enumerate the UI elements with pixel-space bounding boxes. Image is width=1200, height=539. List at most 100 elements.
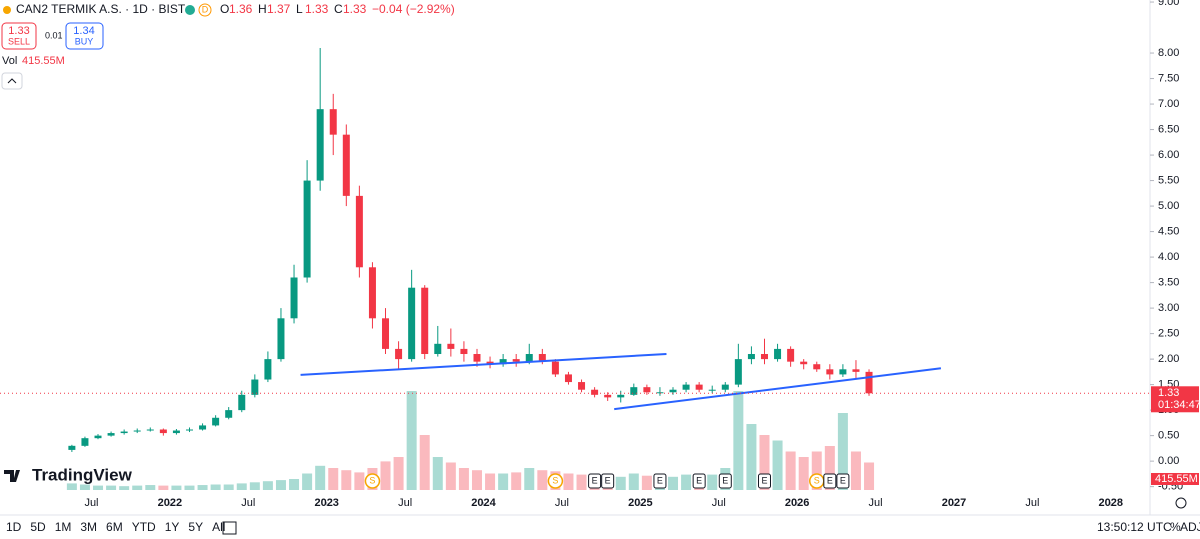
range-button[interactable]: 1M xyxy=(55,520,72,534)
candle-body xyxy=(486,361,494,365)
y-tick-label: 6.50 xyxy=(1158,123,1179,135)
logo-mark xyxy=(4,470,20,482)
volume-bar xyxy=(419,435,430,490)
volume-bar xyxy=(615,476,626,490)
y-tick-label: 9.00 xyxy=(1158,0,1179,8)
candle-body xyxy=(564,374,572,383)
volume-bar xyxy=(707,474,718,490)
adj-toggle[interactable]: ADJ xyxy=(1180,520,1200,534)
volume-bar xyxy=(772,440,783,490)
volume-bar xyxy=(811,451,822,490)
status-dot xyxy=(185,5,195,15)
range-button[interactable]: 1Y xyxy=(165,520,180,534)
ohlc-value: 1.37 xyxy=(267,2,291,16)
candle-body xyxy=(473,354,481,362)
x-tick-label: Jul xyxy=(398,497,412,509)
range-button[interactable]: YTD xyxy=(132,520,156,534)
candle-body xyxy=(329,109,337,135)
settings-icon[interactable] xyxy=(1175,497,1187,509)
event-label[interactable]: E xyxy=(827,475,833,485)
sell-button[interactable] xyxy=(1,22,37,50)
volume-bar xyxy=(328,468,339,490)
candle-body xyxy=(499,359,507,365)
candle-body xyxy=(813,364,821,370)
earnings-event[interactable] xyxy=(692,473,706,489)
delay-badge xyxy=(198,3,212,17)
x-tick-label: 2022 xyxy=(158,497,182,509)
buy-button[interactable] xyxy=(65,22,104,50)
collapse-icon xyxy=(7,78,17,84)
volume-bar xyxy=(785,451,796,490)
sell-price[interactable]: 1.33 xyxy=(8,25,29,37)
volume-bar xyxy=(289,479,300,490)
candle-body xyxy=(382,318,390,349)
volume-bar xyxy=(393,457,404,490)
candle-body xyxy=(800,361,808,365)
candle-body xyxy=(185,429,193,431)
earnings-event[interactable] xyxy=(588,473,602,489)
earnings-event[interactable] xyxy=(836,473,850,489)
y-tick-label: 5.50 xyxy=(1158,174,1179,186)
volume-bar xyxy=(132,485,143,490)
volume-bar xyxy=(864,462,875,490)
candle-body xyxy=(199,425,207,430)
event-label[interactable]: S xyxy=(369,475,375,485)
range-button[interactable]: 6M xyxy=(106,520,123,534)
goto-date-icon[interactable] xyxy=(222,521,237,535)
x-tick-label: 2026 xyxy=(785,497,809,509)
buy-price[interactable]: 1.34 xyxy=(73,25,94,37)
volume-bar xyxy=(681,474,692,490)
event-label[interactable]: E xyxy=(592,475,598,485)
split-event[interactable] xyxy=(547,473,564,489)
candle-body xyxy=(630,387,638,395)
range-button[interactable]: All xyxy=(212,520,225,534)
volume-bar xyxy=(668,476,679,490)
volume-bar xyxy=(445,462,456,490)
price-tag xyxy=(1151,386,1199,413)
x-tick-label: 2024 xyxy=(471,497,496,509)
candle-body xyxy=(774,348,782,360)
earnings-event[interactable] xyxy=(601,473,615,489)
event-label[interactable]: S xyxy=(814,475,820,485)
earnings-event[interactable] xyxy=(823,473,837,489)
volume-bar xyxy=(79,484,90,490)
earnings-event[interactable] xyxy=(718,473,732,489)
candle-body xyxy=(146,429,154,431)
event-label[interactable]: E xyxy=(761,475,767,485)
range-button[interactable]: 5Y xyxy=(188,520,203,534)
event-label[interactable]: E xyxy=(840,475,846,485)
y-tick-label: 0.00 xyxy=(1158,455,1179,467)
range-button[interactable]: 1D xyxy=(6,520,22,534)
sell-label[interactable]: SELL xyxy=(8,36,30,46)
volume-bar xyxy=(733,391,744,490)
collapse-button[interactable] xyxy=(1,72,23,90)
event-label[interactable]: E xyxy=(657,475,663,485)
event-label[interactable]: E xyxy=(605,475,611,485)
candle-body xyxy=(68,445,76,450)
ohlc-key: H xyxy=(258,2,267,16)
volume-bar xyxy=(498,473,509,490)
buy-label[interactable]: BUY xyxy=(75,36,94,46)
earnings-event[interactable] xyxy=(757,473,771,489)
split-event[interactable] xyxy=(364,473,381,489)
earnings-event[interactable] xyxy=(653,473,667,489)
percent-toggle[interactable]: % xyxy=(1170,520,1181,534)
volume-bar xyxy=(524,468,535,490)
range-button[interactable]: 5D xyxy=(30,520,46,534)
ohlc-key: C xyxy=(334,2,343,16)
candle-body xyxy=(159,429,167,434)
candle-body xyxy=(643,387,651,393)
ohlc-key: O xyxy=(220,2,229,16)
y-tick-label: 4.00 xyxy=(1158,251,1179,263)
volume-bar xyxy=(759,435,770,490)
candle-body xyxy=(669,389,677,393)
range-button[interactable]: 3M xyxy=(80,520,97,534)
event-label[interactable]: E xyxy=(722,475,728,485)
volume-bar xyxy=(850,451,861,490)
event-label[interactable]: E xyxy=(696,475,702,485)
volume-bar xyxy=(380,461,391,490)
event-label[interactable]: S xyxy=(552,475,558,485)
candle-body xyxy=(107,433,115,436)
candle-body xyxy=(708,389,716,391)
